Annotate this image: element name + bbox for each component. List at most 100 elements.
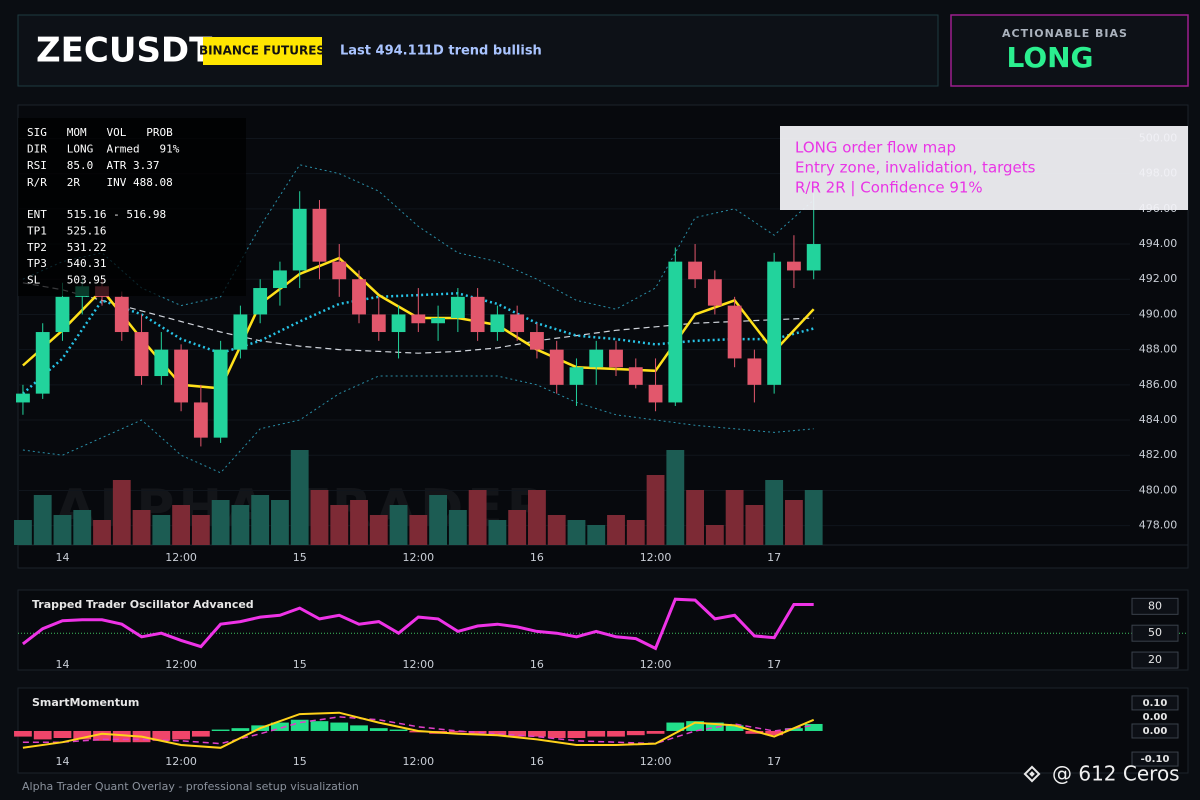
- series-line: [22, 282, 814, 354]
- x-tick-label: 15: [293, 551, 307, 564]
- candle-body: [193, 402, 208, 438]
- candle-body: [16, 393, 30, 403]
- volume-bar: [350, 500, 368, 545]
- volume-bar: [172, 505, 191, 545]
- oscillator-line: [21, 597, 814, 651]
- momentum-bar: [567, 730, 586, 738]
- x-tick-label: 12:00: [165, 658, 197, 671]
- x-tick-label: 12:00: [165, 551, 197, 564]
- panel-title: SmartMomentum: [32, 696, 139, 709]
- header-panel: [17, 14, 939, 87]
- y-tick-label: 492.00: [1139, 272, 1178, 285]
- volume-bar: [725, 490, 744, 545]
- candle-body: [450, 296, 465, 318]
- exchange-badge: [203, 37, 322, 65]
- info-box: [780, 126, 1188, 210]
- y-tick-box: [1131, 695, 1179, 711]
- candle-body: [253, 288, 268, 315]
- y-tick-label: 480.00: [1139, 483, 1178, 496]
- momentum-bar: [211, 729, 230, 731]
- setup-row: RSI 85.0 ATR 3.37: [27, 159, 159, 172]
- candle-body: [549, 349, 564, 385]
- icon-part: [1023, 765, 1041, 783]
- x-tick-label: 12:00: [402, 755, 434, 768]
- setup-level: SL 503.95: [27, 274, 106, 287]
- x-tick-label: 15: [293, 755, 307, 768]
- candle-body: [530, 332, 544, 350]
- momentum-bar: [705, 722, 724, 731]
- volume-bar: [112, 480, 131, 545]
- momentum-bar: [389, 729, 408, 731]
- y-tick-label: 482.00: [1139, 448, 1178, 461]
- candle-body: [174, 349, 189, 403]
- y-tick-label: 478.00: [1139, 519, 1178, 532]
- candle-body: [391, 314, 406, 333]
- y-tick-label: 488.00: [1139, 343, 1178, 356]
- momentum-bar: [745, 730, 764, 734]
- candle-body: [332, 261, 347, 280]
- momentum-bar: [547, 730, 566, 738]
- value-label: 0.00: [1143, 712, 1168, 723]
- icon-part: [1029, 771, 1035, 777]
- momentum-bar: [310, 721, 329, 731]
- bias-title: ACTIONABLE BIAS: [1002, 27, 1128, 40]
- volume-bar: [369, 515, 388, 545]
- credit-icon: [1023, 765, 1041, 783]
- y-tick-box: [1131, 624, 1179, 642]
- momentum-bar: [508, 730, 527, 737]
- volume-bar: [785, 500, 803, 545]
- volume-bar: [330, 505, 349, 545]
- y-tick-label: 50: [1148, 626, 1162, 639]
- exchange: BINANCE FUTURES: [199, 44, 325, 58]
- y-tick-label: 20: [1148, 653, 1162, 666]
- candle-body: [233, 314, 248, 350]
- volume-bar: [290, 450, 309, 545]
- momentum-bar: [369, 728, 388, 731]
- oscillator-panel: [17, 589, 1189, 671]
- candle-body: [648, 384, 663, 403]
- candle-body: [668, 261, 683, 403]
- candle-body: [569, 367, 584, 385]
- y-tick-label: 490.00: [1139, 307, 1178, 320]
- volume-bar: [93, 520, 111, 545]
- volume-bar: [804, 490, 823, 545]
- candle-body: [609, 349, 623, 368]
- candle-body: [312, 208, 327, 262]
- momentum-bar: [330, 722, 349, 731]
- last-price: Last 494.11: [340, 44, 426, 59]
- momentum-bar: [73, 730, 92, 740]
- y-tick-label: 486.00: [1139, 378, 1178, 391]
- candle-body: [431, 317, 446, 324]
- momentum-bar: [191, 730, 210, 737]
- x-tick-label: 12:00: [402, 658, 434, 671]
- candle-body: [787, 261, 801, 271]
- momentum-bar: [528, 730, 546, 737]
- momentum-bar: [607, 730, 625, 737]
- trend: 1D trend bullish: [424, 44, 542, 59]
- candle-body: [806, 244, 821, 271]
- y-tick-label: -0.10: [1141, 754, 1170, 765]
- momentum-bar: [290, 719, 309, 731]
- y-tick-label: 484.00: [1139, 413, 1178, 426]
- momentum-bar: [172, 730, 190, 740]
- momentum-bar: [350, 725, 368, 731]
- volume-bar: [745, 505, 764, 545]
- momentum-bar: [33, 730, 52, 740]
- volume-bar: [567, 520, 586, 545]
- x-tick-label: 12:00: [640, 551, 672, 564]
- x-tick-label: 17: [767, 658, 781, 671]
- volume-bar: [547, 515, 566, 545]
- candle-body: [411, 314, 426, 324]
- setup-level: TP2 531.22: [27, 241, 106, 254]
- volume-bar: [686, 490, 705, 545]
- volume-bar: [73, 510, 92, 545]
- momentum-bar: [271, 722, 289, 731]
- info-line: Entry zone, invalidation, targets: [795, 159, 1036, 177]
- momentum-bar: [448, 730, 467, 733]
- volume-bar: [389, 505, 408, 545]
- candle-body: [490, 314, 505, 333]
- momentum-bar: [53, 730, 72, 738]
- candle-body: [273, 270, 287, 289]
- candle-body: [292, 208, 307, 271]
